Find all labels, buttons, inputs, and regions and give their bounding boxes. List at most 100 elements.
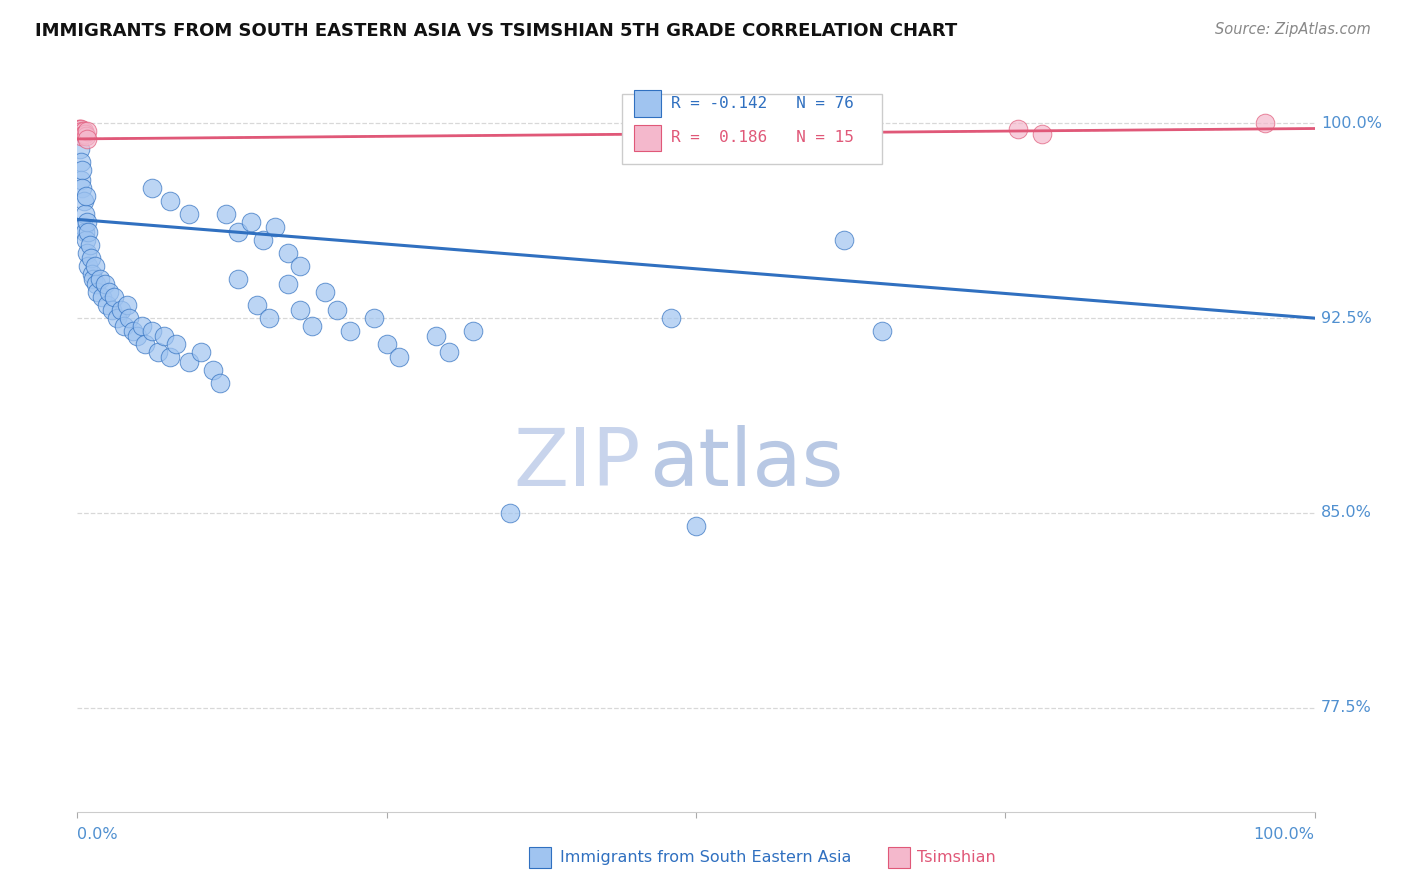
Point	[72, 163, 94, 178]
Bar	[887, 847, 910, 868]
Point	[153, 329, 176, 343]
Text: R =  0.186   N = 15: R = 0.186 N = 15	[671, 130, 853, 145]
Point	[75, 129, 97, 144]
Point	[96, 298, 118, 312]
FancyBboxPatch shape	[621, 94, 882, 164]
Point	[72, 220, 94, 235]
Point	[190, 345, 212, 359]
Point	[77, 226, 100, 240]
Point	[264, 220, 287, 235]
Point	[82, 267, 104, 281]
Point	[301, 318, 323, 333]
Point	[79, 238, 101, 252]
Point	[834, 233, 856, 247]
Point	[72, 194, 94, 209]
Point	[89, 272, 111, 286]
Point	[76, 132, 98, 146]
Point	[288, 259, 311, 273]
Text: 100.0%: 100.0%	[1254, 827, 1315, 842]
Point	[86, 285, 108, 300]
Point	[67, 121, 90, 136]
Point	[277, 277, 299, 292]
Point	[288, 303, 311, 318]
Point	[239, 215, 262, 229]
Point	[76, 215, 98, 229]
Point	[84, 277, 107, 292]
Point	[75, 233, 97, 247]
Point	[72, 124, 94, 138]
Text: 77.5%: 77.5%	[1320, 700, 1371, 715]
Point	[76, 246, 98, 260]
Point	[1254, 116, 1277, 130]
Point	[146, 345, 169, 359]
Point	[437, 345, 460, 359]
Point	[159, 350, 181, 364]
Point	[118, 311, 141, 326]
Point	[93, 277, 115, 292]
Text: 0.0%: 0.0%	[77, 827, 118, 842]
Point	[363, 311, 385, 326]
Point	[101, 303, 124, 318]
Point	[103, 290, 125, 304]
Point	[165, 337, 187, 351]
Point	[73, 226, 96, 240]
Point	[870, 324, 893, 338]
Text: IMMIGRANTS FROM SOUTH EASTERN ASIA VS TSIMSHIAN 5TH GRADE CORRELATION CHART: IMMIGRANTS FROM SOUTH EASTERN ASIA VS TS…	[35, 22, 957, 40]
Point	[110, 303, 132, 318]
Point	[70, 121, 93, 136]
Point	[499, 506, 522, 520]
Point	[112, 318, 135, 333]
Point	[91, 290, 114, 304]
Point	[82, 272, 104, 286]
Text: 100.0%: 100.0%	[1320, 116, 1382, 131]
Point	[83, 259, 105, 273]
Point	[69, 142, 91, 156]
Point	[134, 337, 156, 351]
Point	[125, 329, 148, 343]
Point	[772, 121, 794, 136]
Point	[208, 376, 231, 390]
Point	[463, 324, 485, 338]
Point	[252, 233, 274, 247]
Point	[76, 124, 98, 138]
Point	[141, 181, 163, 195]
Point	[80, 252, 103, 266]
Point	[105, 311, 128, 326]
Point	[246, 298, 269, 312]
Text: atlas: atlas	[650, 425, 844, 503]
Point	[314, 285, 336, 300]
Point	[659, 311, 682, 326]
Text: Tsimshian: Tsimshian	[918, 850, 997, 865]
Point	[177, 355, 200, 369]
Point	[339, 324, 361, 338]
Point	[70, 155, 93, 169]
Point	[202, 363, 225, 377]
Point	[1031, 127, 1053, 141]
Text: Immigrants from South Eastern Asia: Immigrants from South Eastern Asia	[560, 850, 851, 865]
Point	[759, 121, 782, 136]
Point	[75, 189, 97, 203]
Point	[177, 207, 200, 221]
Point	[1007, 121, 1029, 136]
Point	[70, 173, 93, 187]
Point	[277, 246, 299, 260]
Point	[69, 121, 91, 136]
Bar	[634, 125, 661, 152]
Point	[73, 207, 96, 221]
Point	[77, 259, 100, 273]
Point	[122, 324, 145, 338]
Point	[73, 127, 96, 141]
Bar	[529, 847, 551, 868]
Text: 85.0%: 85.0%	[1320, 506, 1372, 520]
Text: 92.5%: 92.5%	[1320, 310, 1371, 326]
Point	[375, 337, 398, 351]
Bar	[634, 90, 661, 117]
Point	[685, 519, 707, 533]
Point	[141, 324, 163, 338]
Point	[115, 298, 138, 312]
Point	[226, 226, 249, 240]
Point	[215, 207, 238, 221]
Point	[131, 318, 153, 333]
Point	[226, 272, 249, 286]
Text: ZIP: ZIP	[513, 425, 640, 503]
